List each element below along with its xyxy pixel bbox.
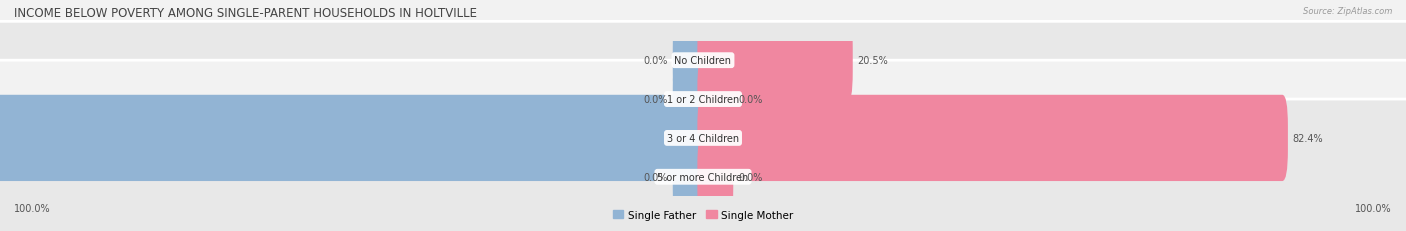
Text: 0.0%: 0.0% [644,95,668,105]
FancyBboxPatch shape [697,57,734,143]
Text: 5 or more Children: 5 or more Children [658,172,748,182]
FancyBboxPatch shape [0,100,1406,231]
Text: 100.0%: 100.0% [1355,203,1392,213]
Legend: Single Father, Single Mother: Single Father, Single Mother [613,210,793,220]
Text: INCOME BELOW POVERTY AMONG SINGLE-PARENT HOUSEHOLDS IN HOLTVILLE: INCOME BELOW POVERTY AMONG SINGLE-PARENT… [14,7,477,20]
FancyBboxPatch shape [0,95,709,181]
FancyBboxPatch shape [697,134,734,220]
FancyBboxPatch shape [0,22,1406,177]
Text: 20.5%: 20.5% [858,56,889,66]
Text: Source: ZipAtlas.com: Source: ZipAtlas.com [1302,7,1392,16]
Text: 0.0%: 0.0% [738,172,762,182]
FancyBboxPatch shape [0,0,1406,138]
Text: 82.4%: 82.4% [1294,133,1323,143]
Text: 100.0%: 100.0% [14,203,51,213]
FancyBboxPatch shape [697,18,852,104]
Text: No Children: No Children [675,56,731,66]
FancyBboxPatch shape [672,57,709,143]
FancyBboxPatch shape [697,95,1288,181]
FancyBboxPatch shape [672,134,709,220]
FancyBboxPatch shape [0,61,1406,216]
Text: 0.0%: 0.0% [738,95,762,105]
Text: 1 or 2 Children: 1 or 2 Children [666,95,740,105]
Text: 0.0%: 0.0% [644,56,668,66]
Text: 3 or 4 Children: 3 or 4 Children [666,133,740,143]
Text: 0.0%: 0.0% [644,172,668,182]
FancyBboxPatch shape [672,18,709,104]
